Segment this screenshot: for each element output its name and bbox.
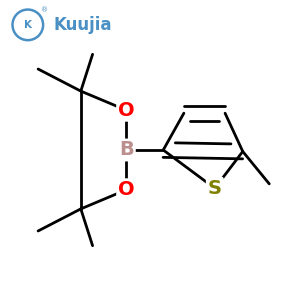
Text: O: O bbox=[118, 180, 135, 199]
Text: ®: ® bbox=[41, 8, 48, 14]
Text: S: S bbox=[208, 179, 222, 198]
Text: K: K bbox=[24, 20, 32, 30]
Text: Kuujia: Kuujia bbox=[53, 16, 112, 34]
Text: B: B bbox=[119, 140, 134, 160]
Text: O: O bbox=[118, 101, 135, 120]
